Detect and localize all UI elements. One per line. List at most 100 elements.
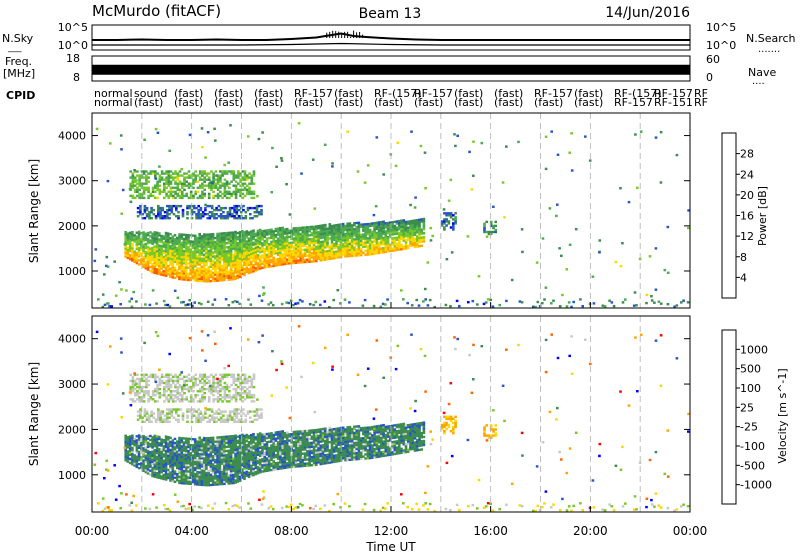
power-cell <box>176 194 180 198</box>
power-cell <box>400 223 403 226</box>
power-cell <box>162 255 166 259</box>
power-cell <box>373 248 376 251</box>
power-cell <box>281 238 284 242</box>
power-cell <box>211 265 215 268</box>
velocity-cell <box>205 477 208 481</box>
power-cell <box>440 224 444 227</box>
power-cell <box>245 236 249 239</box>
velocity-cell <box>276 451 280 454</box>
velocity-cell <box>258 462 262 466</box>
power-cell <box>232 243 235 246</box>
power-cell <box>168 204 171 208</box>
power-cell <box>260 211 263 214</box>
velocity-cell <box>193 444 197 447</box>
power-cell <box>225 184 229 187</box>
power-cell <box>362 229 365 232</box>
power-cell <box>279 261 282 264</box>
velocity-cell <box>182 478 186 481</box>
power-cell <box>440 220 444 223</box>
velocity-cell <box>211 455 215 458</box>
velocity-cell <box>216 452 219 455</box>
velocity-cell <box>200 453 204 456</box>
velocity-cell <box>218 462 222 465</box>
power-cell <box>228 190 231 193</box>
power-cell <box>312 256 316 259</box>
velocity-cell <box>131 448 134 452</box>
power-cell <box>228 213 232 216</box>
power-cell <box>178 277 181 281</box>
velocity-cell <box>308 433 311 436</box>
power-cell <box>169 253 172 256</box>
velocity-cell <box>261 464 264 467</box>
power-cell <box>386 221 390 225</box>
power-cell <box>173 246 177 249</box>
power-cell <box>176 182 180 185</box>
velocity-cell <box>216 468 219 472</box>
power-cell <box>252 233 255 236</box>
power-cell <box>194 180 197 183</box>
power-cell <box>140 244 143 247</box>
power-cell <box>241 192 245 196</box>
power-cell <box>250 196 254 200</box>
power-cell <box>211 271 215 274</box>
power-cell <box>241 182 245 185</box>
velocity-cell <box>254 472 258 476</box>
velocity-cell <box>263 439 266 442</box>
velocity-cell <box>297 444 300 448</box>
velocity-cell <box>198 459 201 462</box>
power-cell <box>187 236 190 239</box>
velocity-cell <box>263 451 266 454</box>
velocity-cell <box>218 444 222 447</box>
power-cell <box>299 247 302 250</box>
power-cell <box>193 238 197 241</box>
power-cell <box>191 304 194 308</box>
power-cell <box>163 215 167 218</box>
power-cell <box>180 167 183 171</box>
velocity-cell <box>245 450 249 453</box>
power-cell <box>225 236 228 239</box>
power-cell <box>131 176 135 179</box>
power-cell <box>395 242 399 245</box>
power-cell <box>154 177 158 180</box>
velocity-cell <box>182 465 186 469</box>
power-cell <box>202 280 206 283</box>
power-cell <box>169 249 172 252</box>
power-cell <box>409 220 412 223</box>
power-cell <box>196 180 200 183</box>
nave-dot: . <box>632 61 634 68</box>
power-cell <box>177 217 180 220</box>
velocity-cell <box>211 483 215 486</box>
velocity-cell <box>160 462 163 466</box>
power-cell <box>355 236 358 239</box>
velocity-cell <box>272 456 275 459</box>
velocity-cell <box>214 454 217 458</box>
power-cell <box>144 263 148 266</box>
velocity-cell <box>160 469 163 472</box>
power-cell <box>485 235 489 238</box>
power-cell <box>175 215 178 218</box>
velocity-cell <box>279 434 282 438</box>
velocity-cell <box>140 462 143 465</box>
velocity-cell <box>236 447 240 451</box>
power-cell <box>171 268 175 271</box>
velocity-cell <box>276 453 280 456</box>
velocity-cell <box>153 444 157 448</box>
power-cell <box>283 248 287 251</box>
velocity-cell <box>247 447 251 450</box>
velocity-cell <box>236 460 240 463</box>
velocity-cell <box>214 450 217 454</box>
power-cell <box>315 233 318 236</box>
power-cell <box>155 262 159 265</box>
power-cell <box>209 265 213 269</box>
power-cell <box>366 247 370 250</box>
power-cell <box>150 206 153 210</box>
power-cell <box>144 246 148 250</box>
velocity-cell <box>279 453 282 456</box>
power-cell <box>241 232 244 235</box>
power-cell <box>357 235 361 239</box>
power-cell <box>131 234 134 238</box>
velocity-cell <box>124 457 127 460</box>
power-cell <box>211 303 214 306</box>
power-cell <box>267 303 270 306</box>
velocity-cell <box>238 475 242 478</box>
